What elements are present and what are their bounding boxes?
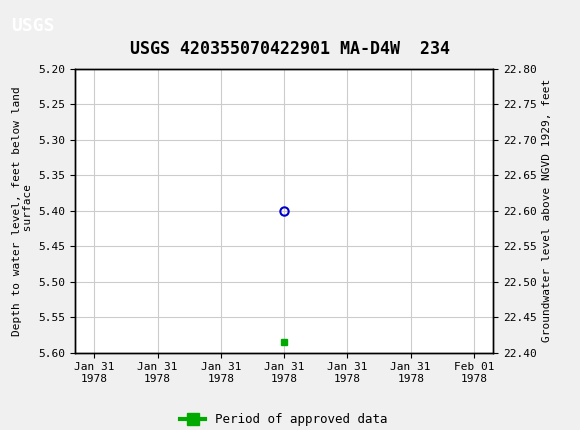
Legend: Period of approved data: Period of approved data [176, 408, 393, 430]
Y-axis label: Groundwater level above NGVD 1929, feet: Groundwater level above NGVD 1929, feet [542, 79, 552, 342]
Text: USGS: USGS [12, 17, 55, 35]
Text: USGS 420355070422901 MA-D4W  234: USGS 420355070422901 MA-D4W 234 [130, 40, 450, 58]
Y-axis label: Depth to water level, feet below land
 surface: Depth to water level, feet below land su… [12, 86, 33, 335]
